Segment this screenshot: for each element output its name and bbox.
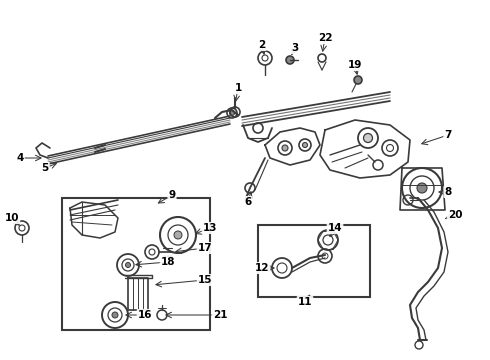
Text: 9: 9 [169,190,175,200]
Text: 21: 21 [213,310,227,320]
Text: 15: 15 [198,275,212,285]
Circle shape [229,111,235,116]
Text: 17: 17 [197,243,212,253]
Circle shape [125,262,130,267]
Text: 3: 3 [292,43,298,53]
Text: 11: 11 [298,297,312,307]
Bar [258,225,370,297]
Text: 6: 6 [245,197,252,207]
Text: 19: 19 [348,60,362,70]
Text: 10: 10 [5,213,19,223]
Text: 8: 8 [444,187,452,197]
Text: 22: 22 [318,33,332,43]
Circle shape [302,143,308,148]
Text: 7: 7 [444,130,452,140]
Circle shape [417,183,427,193]
Circle shape [354,76,362,84]
Text: 20: 20 [448,210,462,220]
Text: 4: 4 [16,153,24,163]
Circle shape [282,145,288,151]
Circle shape [174,231,182,239]
Text: 5: 5 [41,163,49,173]
Circle shape [364,134,372,143]
Text: 18: 18 [161,257,175,267]
Circle shape [112,312,118,318]
Text: 12: 12 [255,263,269,273]
Text: 16: 16 [138,310,152,320]
Bar [62,198,210,330]
Text: 2: 2 [258,40,266,50]
Text: 14: 14 [328,223,343,233]
Text: 13: 13 [203,223,217,233]
Text: 1: 1 [234,83,242,93]
Circle shape [286,56,294,64]
